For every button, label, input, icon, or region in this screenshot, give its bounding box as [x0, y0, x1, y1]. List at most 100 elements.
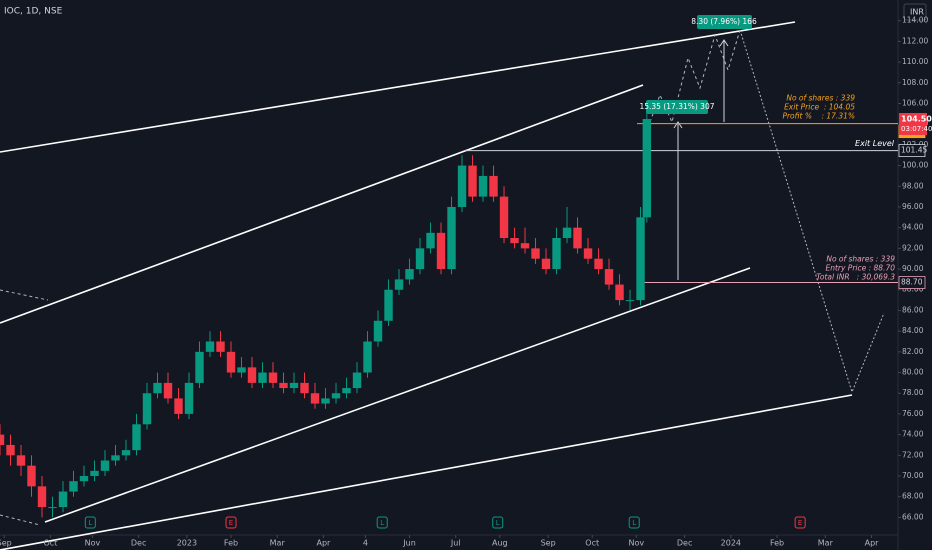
candle-body	[184, 382, 194, 414]
candle-body	[489, 175, 498, 197]
candle-body	[132, 424, 141, 451]
entry-note: Entry Price : 88.70	[825, 264, 895, 273]
candle-body	[174, 398, 183, 414]
candle-body	[468, 165, 477, 197]
x-tick-label: Mar	[818, 539, 834, 548]
arrow-head	[719, 39, 729, 47]
currency-box	[903, 3, 927, 21]
candle-body	[163, 382, 173, 399]
candle-body	[541, 258, 551, 270]
x-tick-label: 2024	[721, 539, 741, 548]
candle-body	[405, 269, 414, 280]
candle-body	[531, 248, 540, 259]
event-marker	[225, 516, 237, 529]
dashed-line	[0, 514, 41, 526]
candle-body	[583, 248, 593, 259]
x-tick-label: 4	[363, 539, 368, 548]
y-tick-label: 74.00	[902, 430, 924, 439]
price-level-label: 88.70	[901, 278, 923, 287]
dashed-line	[0, 289, 49, 301]
event-label: L	[88, 519, 92, 527]
candle-body	[499, 196, 509, 239]
x-tick-label: Mar	[270, 539, 286, 548]
x-tick-label: Sep	[541, 539, 556, 548]
y-tick-label: 110.00	[902, 57, 928, 66]
projection-path	[649, 29, 741, 124]
y-tick-label: 90.00	[902, 264, 924, 273]
candle-body	[321, 398, 330, 404]
price-axis-bg	[898, 0, 932, 550]
x-tick-label: Aug	[492, 539, 508, 548]
candle-body	[58, 491, 68, 508]
y-tick-label: 80.00	[902, 368, 924, 377]
y-tick-label: 92.00	[902, 243, 924, 252]
y-tick-label: 76.00	[902, 409, 924, 418]
x-tick-label: Apr	[865, 539, 880, 548]
y-tick-label: 98.00	[902, 181, 924, 190]
countdown: 03:07:40	[901, 125, 932, 133]
y-tick-label: 88.00	[902, 285, 924, 294]
candle-body	[268, 372, 278, 383]
y-tick-label: 106.00	[902, 98, 928, 107]
candle-body	[573, 227, 582, 249]
candle-body	[478, 175, 488, 197]
price-level-label: 101.45	[901, 146, 927, 155]
candle-body	[247, 367, 257, 383]
exit-note: No of shares : 339	[786, 94, 855, 103]
currency: INR	[910, 8, 924, 17]
y-tick-label: 72.00	[902, 450, 924, 459]
x-tick-label: Oct	[585, 539, 599, 548]
candle-body	[37, 486, 47, 508]
candle-body	[447, 206, 456, 270]
trend-line	[0, 21, 796, 153]
candle-body	[79, 476, 89, 482]
candle-body	[300, 382, 309, 394]
event-marker	[84, 516, 96, 529]
candle-body	[16, 455, 26, 466]
candle-body	[394, 279, 404, 290]
candle-body	[352, 372, 362, 389]
candle-body	[363, 341, 372, 373]
candle-body	[0, 434, 5, 445]
candle-body	[436, 232, 446, 270]
trend-line	[0, 394, 853, 550]
x-tick-label: Apr	[316, 539, 331, 548]
y-tick-label: 78.00	[902, 388, 924, 397]
y-tick-label: 114.00	[902, 16, 928, 25]
x-tick-label: Nov	[629, 539, 645, 548]
candle-body	[562, 227, 572, 239]
candles	[0, 103, 652, 518]
last-price-tag	[899, 113, 927, 136]
y-tick-label: 70.00	[902, 471, 924, 480]
candle-body	[342, 388, 351, 394]
top-left-info: IOC, 1D, NSE	[4, 7, 63, 17]
candle-body	[510, 238, 519, 244]
event-label: L	[380, 519, 384, 527]
target-label-bg	[697, 15, 752, 29]
x-tick-label: 2023	[177, 539, 197, 548]
trend-lines	[0, 21, 853, 550]
y-tick-label: 86.00	[902, 305, 924, 314]
candle-body	[642, 119, 652, 218]
price-level-tag	[898, 276, 926, 289]
candle-body	[237, 367, 246, 373]
move-label: 15.35 (17.31%) 307	[639, 102, 714, 111]
candle-body	[27, 465, 36, 487]
candle-body	[331, 393, 341, 399]
candle-body	[289, 382, 299, 389]
candle-body	[111, 455, 120, 461]
event-marker	[794, 516, 806, 529]
event-marker	[492, 516, 504, 529]
candle-body	[594, 258, 603, 270]
target-label: 8.30 (7.96%) 166	[691, 17, 757, 26]
candle-body	[142, 393, 152, 425]
event-marker	[628, 516, 640, 529]
x-tick-label: Sep	[0, 539, 12, 548]
entry-note: Total INR : 30,069.3	[816, 273, 895, 282]
y-tick-label: 94.00	[902, 223, 924, 232]
candle-body	[520, 243, 530, 249]
candle-body	[426, 232, 435, 249]
x-tick-label: Dec	[131, 539, 146, 548]
candle-body	[258, 372, 267, 383]
